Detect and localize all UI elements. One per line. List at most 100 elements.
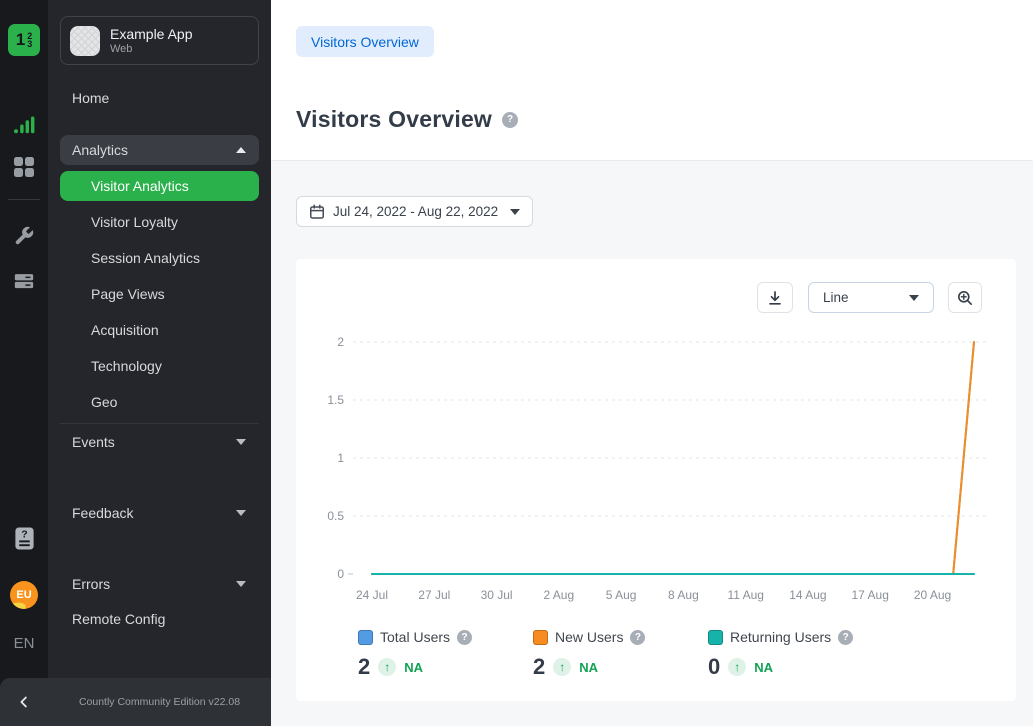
chart-type-select[interactable]: Line	[808, 282, 934, 313]
breadcrumb-label: Visitors Overview	[311, 33, 419, 50]
sidebar-footer: Countly Community Edition v22.08	[0, 678, 271, 726]
svg-text:27 Jul: 27 Jul	[418, 588, 450, 602]
returning-users-change: NA	[754, 659, 774, 675]
sidebar-item-label: Home	[72, 90, 110, 106]
legend-label: Total Users	[380, 629, 451, 645]
collapse-sidebar-button[interactable]	[12, 690, 36, 714]
sidebar-group-errors[interactable]: Errors	[60, 569, 259, 599]
magnifier-plus-icon	[958, 290, 972, 305]
sidebar-item-label: Technology	[91, 358, 162, 374]
svg-text:0: 0	[337, 567, 344, 581]
sidebar-item-label: Acquisition	[91, 322, 159, 338]
main-content: Visitors Overview Visitors Overview ? Ju…	[271, 0, 1033, 726]
line-chart[interactable]: 0 0.5 1 1.5 2 24 Jul 27 Jul 30 Jul 2 Aug 5 Aug 8 A…	[296, 319, 1016, 619]
caret-down-icon	[510, 208, 521, 215]
server-region-badge[interactable]: EU	[10, 581, 38, 609]
caret-down-icon	[236, 439, 246, 445]
management-wrench-icon[interactable]	[0, 225, 48, 247]
sidebar-item-remote-config[interactable]: Remote Config	[48, 604, 271, 634]
chart-legend: Total Users ? 2 ↑ NA New Users ?	[358, 627, 883, 680]
icon-rail: 1 2 3	[0, 0, 48, 726]
sidebar-item-label: Remote Config	[72, 611, 166, 627]
sidebar-item-label: Visitor Loyalty	[91, 214, 178, 230]
caret-up-icon	[236, 147, 246, 153]
trend-up-icon: ↑	[553, 658, 572, 676]
analytics-bars-icon[interactable]	[0, 112, 48, 136]
legend-label: New Users	[555, 629, 624, 645]
region-label: EU	[16, 589, 32, 601]
sidebar-item-visitor-analytics[interactable]: Visitor Analytics	[60, 171, 259, 201]
new-users-change: NA	[579, 659, 599, 675]
zoom-chart-button[interactable]	[948, 282, 982, 313]
logo-digit-2: 2	[27, 31, 33, 41]
svg-text:2: 2	[337, 335, 344, 349]
chart-type-value: Line	[823, 290, 849, 305]
assistant-help-icon[interactable]: ?	[0, 526, 48, 551]
download-icon	[769, 290, 781, 305]
svg-text:5 Aug: 5 Aug	[606, 588, 637, 602]
sidebar-group-label: Analytics	[72, 142, 129, 158]
new-users-help-icon[interactable]: ?	[630, 629, 646, 645]
sidebar-item-geo[interactable]: Geo	[48, 387, 271, 417]
legend-item-new-users: New Users ? 2 ↑ NA	[533, 627, 708, 680]
total-users-change: NA	[404, 659, 424, 675]
countly-logo[interactable]: 1 2 3	[8, 24, 40, 56]
returning-users-help-icon[interactable]: ?	[838, 629, 854, 645]
sidebar-item-label: Page Views	[91, 286, 165, 302]
total-users-help-icon[interactable]: ?	[457, 629, 473, 645]
svg-text:0.5: 0.5	[327, 509, 344, 523]
applications-grid-icon[interactable]	[0, 156, 48, 178]
download-chart-button[interactable]	[757, 282, 793, 313]
sidebar: Example App Web Home Analytics Visitor A…	[48, 0, 271, 726]
caret-down-icon	[909, 294, 919, 301]
sidebar-group-analytics[interactable]: Analytics	[60, 135, 259, 165]
sidebar-group-feedback[interactable]: Feedback	[60, 498, 259, 528]
sidebar-item-technology[interactable]: Technology	[48, 351, 271, 381]
returning-users-value: 0	[708, 654, 721, 679]
logo-digit-1: 1	[15, 30, 26, 49]
new-users-swatch	[533, 629, 548, 645]
returning-users-swatch	[708, 629, 723, 645]
sidebar-group-events[interactable]: Events	[60, 427, 259, 457]
sidebar-item-visitor-loyalty[interactable]: Visitor Loyalty	[48, 207, 271, 237]
sidebar-item-session-analytics[interactable]: Session Analytics	[48, 243, 271, 273]
logo-digit-3: 3	[27, 39, 33, 49]
svg-text:11 Aug: 11 Aug	[727, 588, 763, 602]
data-manager-server-icon[interactable]	[0, 270, 48, 292]
svg-text:17 Aug: 17 Aug	[852, 588, 889, 602]
sidebar-item-page-views[interactable]: Page Views	[48, 279, 271, 309]
legend-item-total-users: Total Users ? 2 ↑ NA	[358, 627, 533, 680]
date-range-value: Jul 24, 2022 - Aug 22, 2022	[333, 204, 499, 219]
trend-up-icon: ↑	[728, 658, 747, 676]
legend-label: Returning Users	[730, 629, 832, 645]
trend-up-icon: ↑	[378, 658, 397, 676]
sidebar-divider	[60, 423, 259, 424]
breadcrumb[interactable]: Visitors Overview	[296, 26, 434, 57]
svg-text:?: ?	[21, 529, 27, 541]
sidebar-group-label: Events	[72, 434, 115, 450]
new-users-value: 2	[533, 654, 546, 679]
svg-text:8 Aug: 8 Aug	[668, 588, 699, 602]
total-users-value: 2	[358, 654, 371, 679]
svg-text:24 Jul: 24 Jul	[356, 588, 388, 602]
sidebar-group-label: Errors	[72, 576, 111, 592]
app-icon	[70, 25, 100, 56]
sidebar-item-label: Session Analytics	[91, 250, 200, 266]
svg-text:2 Aug: 2 Aug	[543, 588, 574, 602]
app-platform: Web	[110, 43, 133, 55]
app-name: Example App	[110, 26, 193, 42]
svg-text:1: 1	[337, 451, 344, 465]
sidebar-item-acquisition[interactable]: Acquisition	[48, 315, 271, 345]
app-selector[interactable]: Example App Web	[60, 16, 259, 65]
calendar-icon	[310, 203, 324, 219]
svg-text:20 Aug: 20 Aug	[914, 588, 951, 602]
language-selector[interactable]: EN	[13, 635, 35, 652]
sidebar-item-label: Visitor Analytics	[91, 178, 189, 194]
sidebar-item-home[interactable]: Home	[48, 83, 271, 113]
visitors-chart-card: Line 0 0.5 1 1.5 2 24 Jul 27 Jul 30 Jul 2 Aug 5 A…	[296, 259, 1016, 701]
version-label: Countly Community Edition v22.08	[78, 696, 241, 708]
legend-item-returning-users: Returning Users ? 0 ↑ NA	[708, 627, 883, 680]
total-users-swatch	[358, 629, 373, 645]
date-range-picker[interactable]: Jul 24, 2022 - Aug 22, 2022	[296, 196, 534, 227]
title-help-icon[interactable]: ?	[502, 111, 519, 128]
